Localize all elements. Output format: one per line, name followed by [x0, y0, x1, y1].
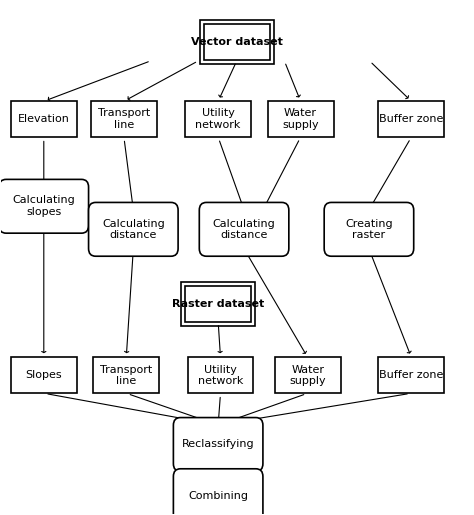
Text: Water
supply: Water supply: [289, 365, 326, 386]
FancyBboxPatch shape: [93, 357, 159, 393]
Text: Elevation: Elevation: [18, 114, 70, 124]
Text: Calculating
distance: Calculating distance: [213, 218, 275, 240]
FancyBboxPatch shape: [173, 418, 263, 471]
FancyBboxPatch shape: [268, 101, 334, 137]
FancyBboxPatch shape: [188, 357, 254, 393]
Text: Slopes: Slopes: [26, 370, 62, 380]
Text: Vector dataset: Vector dataset: [191, 38, 283, 47]
Text: Transport
line: Transport line: [100, 365, 152, 386]
FancyBboxPatch shape: [199, 202, 289, 256]
Text: Buffer zone: Buffer zone: [379, 370, 444, 380]
FancyBboxPatch shape: [91, 101, 157, 137]
FancyBboxPatch shape: [173, 469, 263, 515]
Text: Calculating
distance: Calculating distance: [102, 218, 164, 240]
Text: Utility
network: Utility network: [195, 108, 241, 130]
Text: Calculating
slopes: Calculating slopes: [12, 196, 75, 217]
FancyBboxPatch shape: [275, 357, 341, 393]
FancyBboxPatch shape: [378, 101, 444, 137]
Text: Creating
raster: Creating raster: [345, 218, 393, 240]
FancyBboxPatch shape: [324, 202, 414, 256]
FancyBboxPatch shape: [11, 357, 77, 393]
Text: Water
supply: Water supply: [283, 108, 319, 130]
FancyBboxPatch shape: [204, 24, 270, 60]
Text: Transport
line: Transport line: [98, 108, 150, 130]
Text: Combining: Combining: [188, 491, 248, 501]
FancyBboxPatch shape: [89, 202, 178, 256]
Text: Buffer zone: Buffer zone: [379, 114, 444, 124]
FancyBboxPatch shape: [0, 179, 89, 233]
FancyBboxPatch shape: [185, 101, 251, 137]
Text: Utility
network: Utility network: [198, 365, 243, 386]
Text: Reclassifying: Reclassifying: [182, 439, 255, 450]
Text: Raster dataset: Raster dataset: [172, 299, 264, 308]
FancyBboxPatch shape: [378, 357, 444, 393]
FancyBboxPatch shape: [11, 101, 77, 137]
FancyBboxPatch shape: [185, 286, 251, 321]
